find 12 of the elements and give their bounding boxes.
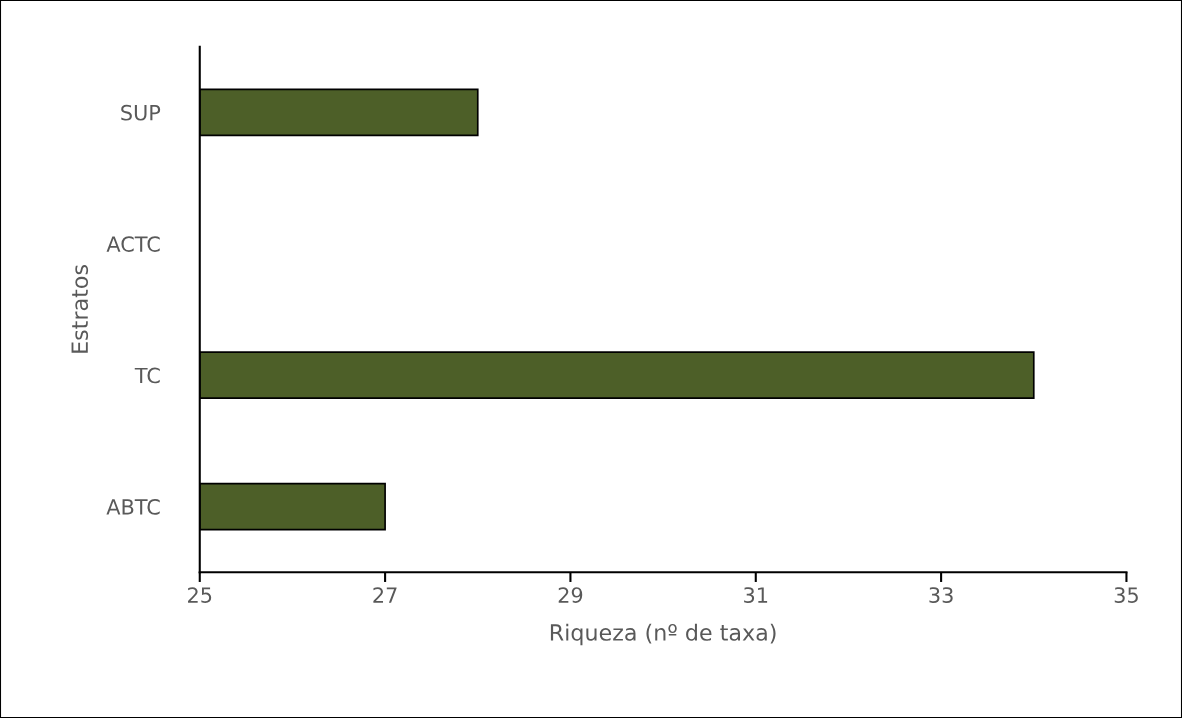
x-tick-label: 25 bbox=[188, 587, 212, 603]
y-tick-label: SUP bbox=[121, 104, 161, 121]
x-tick-label: 33 bbox=[929, 587, 953, 603]
y-tick-label: TC bbox=[134, 367, 160, 384]
x-tick-label: 35 bbox=[1114, 587, 1138, 603]
y-axis-title: Estratos bbox=[71, 265, 89, 353]
y-tick-label: ABTC bbox=[106, 499, 160, 515]
x-tick-label: 27 bbox=[373, 587, 397, 603]
x-tick-label: 29 bbox=[558, 587, 583, 603]
x-tick-label: 31 bbox=[744, 587, 768, 603]
y-tick-label: ACTC bbox=[106, 236, 160, 252]
x-axis-title: Riqueza (nº de taxa) bbox=[550, 623, 776, 646]
